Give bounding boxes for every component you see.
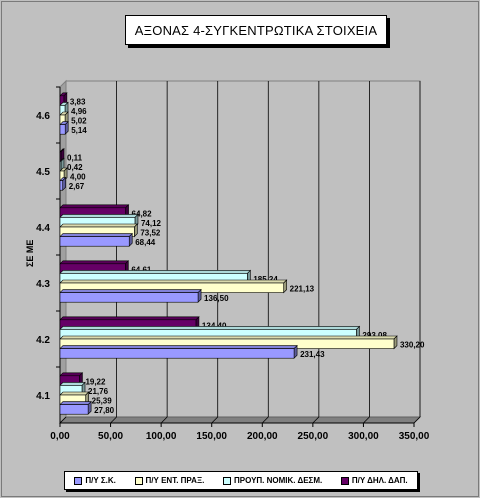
bar-top-face [59,326,361,330]
x-tick-label: 50,00 [98,431,123,442]
x-tick-label: 150,00 [196,431,227,442]
y-category-label: 4.6 [36,111,50,122]
bar-top-face [59,335,398,340]
bar-data-label: 0,11 [67,153,83,162]
bar-data-label: 4,00 [70,173,86,182]
y-category-label: 4.1 [36,391,50,402]
bar-data-label: 5,02 [71,117,87,126]
chart-title: ΑΞΟΝΑΣ 4-ΣΥΓΚΕΝΤΡΩΤΙΚΑ ΣΤΟΙΧΕΙΑ [125,15,387,45]
floor-gridline [363,416,370,424]
bar-top-face [59,204,130,209]
bar-top-face [59,214,139,218]
bar [59,236,130,247]
legend-item: Π/Υ Σ.Κ. [74,476,116,485]
legend-label: ΠΡΟΥΠ. ΝΟΜΙΚ. ΔΕΣΜ. [233,476,323,485]
y-category-label: 4.4 [36,223,50,234]
bar-top-face [59,233,133,237]
bar [59,124,66,135]
floor-gridline [110,416,117,424]
x-tick-label: 100,00 [146,431,177,442]
legend-label: Π/Υ ΕΝΤ. ΠΡΑΞ. [145,476,205,485]
bar [59,161,62,172]
bar-data-label: 0,42 [67,163,83,172]
bar-top-face [59,289,202,293]
bar-data-label: 74,12 [141,219,162,228]
bar-data-label: 231,43 [300,350,325,359]
x-tick-label: 350,00 [399,431,430,442]
legend-swatch [74,476,83,485]
bar [59,151,62,162]
floor-gridline [59,416,67,424]
bar [59,404,89,415]
bar-top-face [59,382,86,386]
bar-top-face [59,270,252,274]
bar-data-label: 134,40 [202,321,227,330]
legend-item: ΠΡΟΥΠ. ΝΟΜΙΚ. ΔΕΣΜ. [222,476,323,485]
bar-top-face [59,345,298,349]
legend: Π/Υ Σ.Κ. Π/Υ ΕΝΤ. ΠΡΑΞ. ΠΡΟΥΠ. ΝΟΜΙΚ. ΔΕΣΜ… [64,471,418,490]
bar-data-label: 3,83 [70,97,86,106]
bar-data-label: 2,67 [69,182,85,191]
bar-data-label: 5,14 [71,126,87,135]
y-category-label: 4.2 [36,335,50,346]
legend-item: Π/Υ ΔΗΛ. ΔΑΠ. [340,476,408,485]
floor-gridline [211,416,218,424]
x-tick-label: 200,00 [247,431,278,442]
bar-top-face [59,279,288,284]
bar-top-face [59,260,130,265]
bar-data-label: 185,24 [253,275,278,284]
bar-top-face [59,316,200,321]
bar-data-label: 27,80 [94,406,115,415]
bar-top-face [59,372,84,377]
legend-item: Π/Υ ΕΝΤ. ΠΡΑΞ. [134,476,205,485]
bar-data-label: 19,22 [85,377,106,386]
bar-data-label: 136,50 [204,294,229,303]
bar [59,180,64,191]
bar-data-label: 21,76 [88,387,109,396]
plot-back-wall [65,80,421,418]
bar-data-label: 64,82 [132,209,153,218]
x-tick-label: 300,00 [348,431,379,442]
bar-data-label: 68,44 [135,238,156,247]
floor-gridline [262,416,269,424]
bar-data-label: 73,52 [140,229,161,238]
floor-gridline [160,416,168,424]
bar-data-label: 293,08 [362,331,387,340]
bar-data-label: 25,39 [92,397,113,406]
bar [59,292,199,303]
bar-data-label: 221,13 [290,285,315,294]
bar-top-face [59,401,92,405]
bar-data-label: 4,96 [71,107,87,116]
legend-swatch [134,476,143,485]
legend-swatch [222,476,231,485]
bar-data-label: 64,61 [131,265,152,274]
floor-gridline [312,416,320,424]
y-category-label: 4.5 [36,167,50,178]
bar-top-face [59,223,139,228]
bar [59,348,295,359]
floor-gridline [413,416,421,424]
legend-label: Π/Υ ΔΗΛ. ΔΑΠ. [351,476,408,485]
y-category-label: 4.3 [36,279,50,290]
bar-data-label: 330,20 [400,341,425,350]
legend-label: Π/Υ Σ.Κ. [85,476,116,485]
bar-top-face [59,391,90,396]
legend-swatch [340,476,349,485]
x-tick-label: 250,00 [298,431,329,442]
x-tick-label: 0,00 [50,431,70,442]
